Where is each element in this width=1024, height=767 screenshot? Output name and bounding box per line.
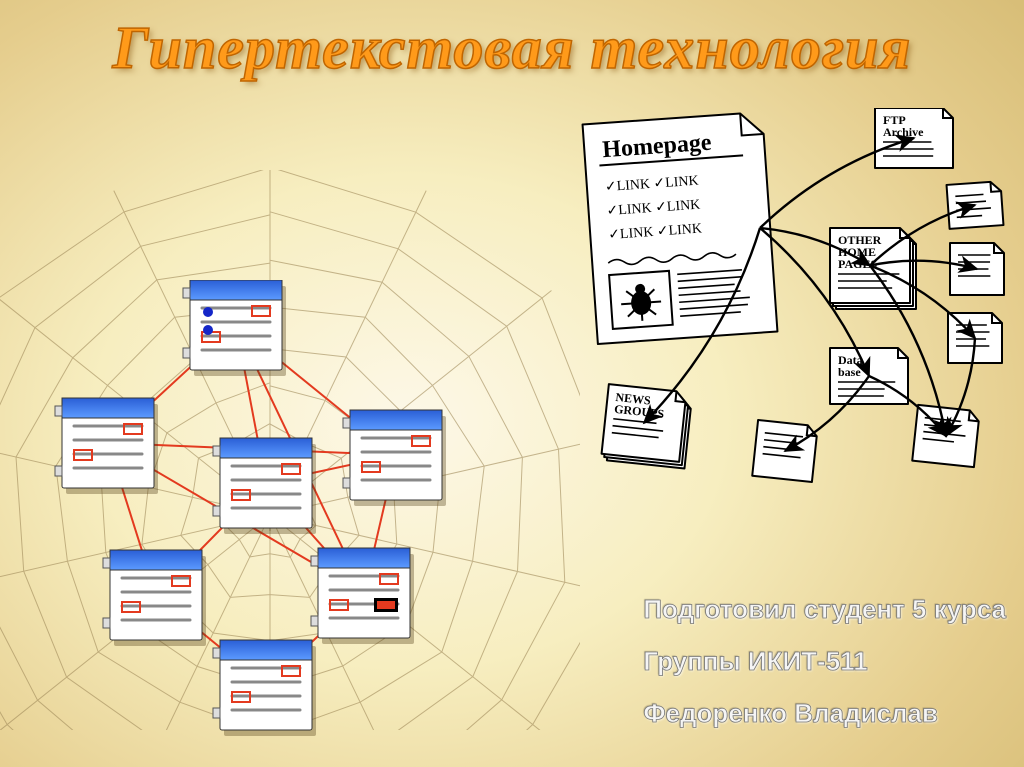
credits-block: Подготовил студент 5 курса Группы ИКИТ-5… [643, 583, 1006, 739]
credit-line-2: Группы ИКИТ-511 [643, 635, 1006, 687]
svg-text:Database: Database [838, 353, 863, 379]
homepage-sketch-diagram: Homepage✓LINK ✓LINK✓LINK ✓LINK✓LINK ✓LIN… [530, 108, 1010, 508]
credit-line-3: Федоренко Владислав [643, 687, 1006, 739]
slide: Гипертекстовая технология Homepage✓LINK … [0, 0, 1024, 767]
hypertext-node-diagram [40, 280, 470, 740]
credit-line-1: Подготовил студент 5 курса [643, 583, 1006, 635]
slide-title: Гипертекстовая технология [0, 14, 1024, 83]
